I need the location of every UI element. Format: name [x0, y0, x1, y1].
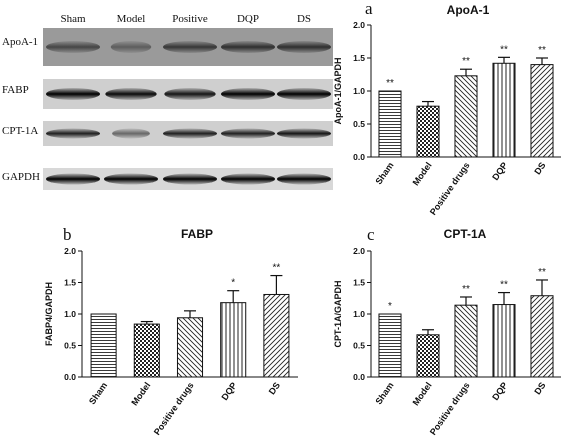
- bar: [416, 334, 440, 378]
- y-tick-label: 1.0: [353, 309, 365, 319]
- y-tick-label: 0.5: [353, 341, 365, 351]
- chart-title: CPT-1A: [444, 227, 487, 241]
- western-blot: Sham Model Positive DQP DS ApoA-1 FABP CPT-1A GA…: [2, 13, 333, 190]
- bar: [454, 304, 478, 378]
- significance-mark: *: [231, 278, 235, 289]
- blot-band: [46, 173, 100, 185]
- lane-label: Positive: [172, 13, 208, 25]
- chart-panel-a: a ApoA-1 0.0 0.5 1.0 1.5 2.0 ApoA-1/GAPDH ** Sham…: [333, 0, 561, 217]
- blot-band: [277, 173, 331, 185]
- y-tick-label: 1.0: [64, 309, 76, 319]
- y-axis-label: CPT-1A/GAPDH: [333, 280, 343, 347]
- blot-row-label: GAPDH: [2, 171, 40, 183]
- blot-band: [221, 41, 275, 53]
- blot-row-label: FABP: [2, 84, 29, 96]
- y-tick-label: 2.0: [353, 20, 365, 30]
- bar: [530, 64, 554, 158]
- category-label: Positive drugs: [152, 380, 196, 437]
- blot-row-label: CPT-1A: [2, 125, 38, 137]
- y-tick-label: 0.0: [353, 372, 365, 382]
- chart-title: FABP: [181, 227, 213, 241]
- y-tick-label: 0.5: [64, 341, 76, 351]
- bar: [530, 295, 554, 378]
- category-label: Model: [411, 160, 434, 187]
- lane-label: Sham: [60, 13, 86, 25]
- significance-mark: **: [386, 78, 394, 89]
- category-label: DS: [267, 380, 282, 396]
- bar: [454, 75, 478, 158]
- y-tick-label: 2.0: [353, 246, 365, 256]
- category-label: Positive drugs: [428, 160, 472, 217]
- significance-mark: **: [462, 284, 470, 295]
- bar: [90, 313, 117, 378]
- category-label: Positive drugs: [428, 380, 472, 437]
- category-label: Sham: [87, 380, 109, 406]
- y-axis-label: ApoA-1/GAPDH: [333, 58, 343, 125]
- category-label: DS: [532, 160, 547, 176]
- blot-band: [277, 128, 331, 139]
- blot-row-label: ApoA-1: [2, 36, 38, 48]
- blot-band: [163, 128, 217, 139]
- blot-band: [277, 88, 331, 100]
- blot-band: [221, 128, 275, 139]
- bar: [378, 90, 402, 158]
- y-tick-label: 0.5: [353, 119, 365, 129]
- y-tick-label: 1.5: [64, 278, 76, 288]
- blot-band: [110, 41, 152, 53]
- panel-letter: c: [367, 225, 375, 244]
- blot-band: [277, 41, 331, 53]
- y-axis-label: FABP4/GAPDH: [44, 282, 54, 346]
- bar: [133, 323, 160, 378]
- lane-label: Model: [117, 13, 146, 25]
- bar: [492, 304, 516, 378]
- significance-mark: *: [388, 301, 392, 312]
- y-tick-label: 1.5: [353, 53, 365, 63]
- blot-band: [163, 41, 217, 53]
- category-label: Model: [411, 380, 434, 407]
- chart-panel-b: b FABP 0.0 0.5 1.0 1.5 2.0 FABP4/GAPDH Sham Model…: [44, 225, 298, 437]
- significance-mark: **: [273, 263, 281, 274]
- bar: [263, 293, 290, 378]
- blot-band: [163, 173, 217, 185]
- blot-band: [46, 128, 100, 139]
- blot-band: [164, 88, 216, 100]
- category-label: DQP: [490, 380, 509, 402]
- y-tick-label: 0.0: [64, 372, 76, 382]
- lane-label: DS: [297, 13, 311, 25]
- y-tick-label: 1.5: [353, 278, 365, 288]
- y-tick-label: 0.0: [353, 152, 365, 162]
- panel-letter: a: [365, 0, 373, 18]
- chart-panel-c: c CPT-1A 0.0 0.5 1.0 1.5 2.0 CPT-1A/GAPDH * Sham M…: [333, 225, 561, 437]
- blot-band: [104, 173, 158, 185]
- significance-mark: **: [538, 267, 546, 278]
- bar: [176, 317, 204, 378]
- category-label: DS: [532, 380, 547, 396]
- bar: [378, 313, 402, 378]
- category-label: Sham: [373, 160, 395, 186]
- chart-title: ApoA-1: [447, 3, 490, 17]
- significance-mark: **: [462, 56, 470, 67]
- y-tick-label: 1.0: [353, 86, 365, 96]
- blot-band: [112, 128, 150, 139]
- category-label: DQP: [490, 160, 509, 182]
- y-tick-label: 2.0: [64, 246, 76, 256]
- category-label: DQP: [219, 380, 238, 402]
- blot-band: [46, 88, 100, 100]
- blot-band: [221, 173, 275, 185]
- bar: [220, 302, 247, 378]
- blot-band: [221, 88, 275, 100]
- category-label: Sham: [373, 380, 395, 406]
- category-label: Model: [129, 380, 152, 407]
- significance-mark: **: [500, 44, 508, 55]
- significance-mark: **: [538, 45, 546, 56]
- bar: [416, 105, 440, 158]
- blot-band: [46, 41, 100, 53]
- blot-band: [105, 88, 157, 100]
- bar: [492, 62, 516, 158]
- panel-letter: b: [63, 225, 72, 244]
- significance-mark: **: [500, 280, 508, 291]
- lane-label: DQP: [237, 13, 259, 25]
